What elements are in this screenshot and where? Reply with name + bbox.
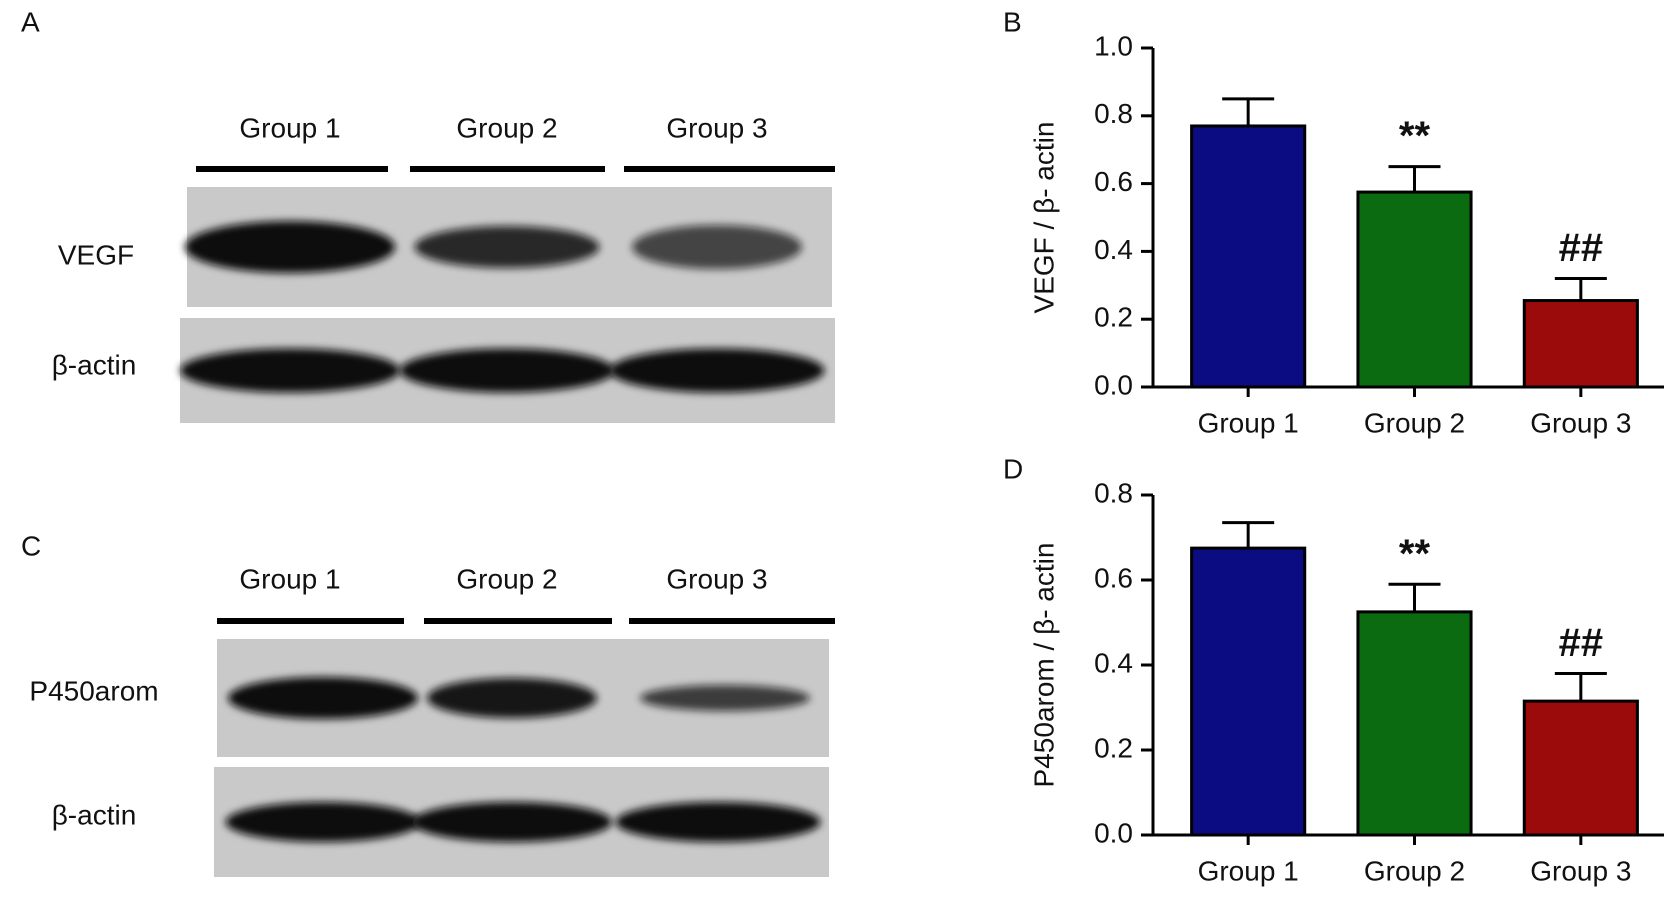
bar (1356, 610, 1473, 837)
lane-label: Group 1 (239, 563, 340, 594)
blot-band (412, 802, 612, 842)
y-tick-label: 0.8 (1094, 477, 1133, 508)
y-tick-label: 0.6 (1094, 562, 1133, 593)
x-tick-label: Group 2 (1364, 855, 1465, 886)
lane-label: Group 2 (456, 563, 557, 594)
y-tick-label: 0.4 (1094, 234, 1133, 265)
bar (1190, 546, 1307, 837)
blot-band (615, 802, 821, 842)
blot-band (185, 221, 395, 273)
lane-label: Group 1 (239, 112, 340, 143)
lane-label: Group 3 (666, 563, 767, 594)
bar (1356, 190, 1473, 389)
row-label: β-actin (52, 349, 137, 380)
y-tick-label: 0.2 (1094, 732, 1133, 763)
blot-band (427, 678, 597, 718)
row-label: β-actin (52, 799, 137, 830)
row-label: P450arom (29, 675, 158, 706)
blot-band (399, 348, 615, 393)
bar (1190, 124, 1307, 389)
panel-label: C (21, 530, 41, 561)
bar (1522, 299, 1639, 389)
y-tick-label: 0.6 (1094, 166, 1133, 197)
x-tick-label: Group 3 (1530, 407, 1631, 438)
blot-band (640, 685, 810, 711)
bar (1522, 699, 1639, 837)
panel-label: A (21, 6, 40, 37)
x-tick-label: Group 1 (1198, 855, 1299, 886)
blot-band (225, 802, 421, 842)
panel-label: B (1003, 6, 1022, 37)
blot-band (609, 348, 825, 393)
blot-band (414, 226, 600, 268)
annotation: ## (1559, 226, 1604, 270)
annotation: ** (1399, 114, 1431, 158)
lane-label: Group 3 (666, 112, 767, 143)
y-tick-label: 0.0 (1094, 817, 1133, 848)
y-tick-label: 0.0 (1094, 369, 1133, 400)
annotation: ## (1559, 621, 1604, 665)
x-tick-label: Group 1 (1198, 407, 1299, 438)
blot-band (180, 348, 400, 393)
y-tick-label: 0.4 (1094, 647, 1133, 678)
y-tick-label: 1.0 (1094, 30, 1133, 61)
annotation: ** (1399, 532, 1431, 576)
blot-band (632, 225, 802, 269)
x-tick-label: Group 3 (1530, 855, 1631, 886)
lane-label: Group 2 (456, 112, 557, 143)
y-axis-label: P450arom / β- actin (1028, 543, 1059, 788)
y-axis-label: VEGF / β- actin (1028, 122, 1059, 314)
row-label: VEGF (58, 239, 134, 270)
panel-label: D (1003, 453, 1023, 484)
blot-band (228, 677, 418, 719)
y-tick-label: 0.8 (1094, 98, 1133, 129)
x-tick-label: Group 2 (1364, 407, 1465, 438)
y-tick-label: 0.2 (1094, 302, 1133, 333)
